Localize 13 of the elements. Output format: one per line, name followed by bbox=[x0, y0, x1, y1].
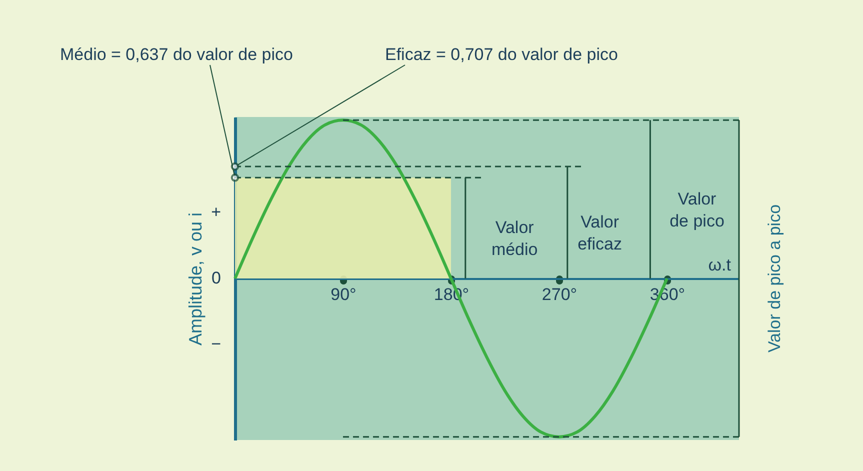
x-tick-label: 90° bbox=[330, 285, 356, 304]
annotation: Eficaz = 0,707 do valor de pico bbox=[385, 45, 618, 64]
x-tick-label: 270° bbox=[542, 285, 578, 304]
y-axis-title: Amplitude, v ou i bbox=[186, 212, 206, 346]
text: + bbox=[211, 202, 222, 222]
x-axis-title: ω.t bbox=[708, 256, 732, 274]
ref-line-label: Valor eficaz bbox=[578, 212, 622, 254]
annotation: Médio = 0,637 do valor de pico bbox=[60, 45, 293, 64]
ref-line-label: Valor médio bbox=[491, 218, 538, 260]
ref-line-label: Valor de pico bbox=[670, 189, 724, 230]
text: 0 bbox=[212, 268, 221, 288]
text: Valor de pico a pico bbox=[765, 204, 784, 353]
text: − bbox=[211, 334, 222, 354]
